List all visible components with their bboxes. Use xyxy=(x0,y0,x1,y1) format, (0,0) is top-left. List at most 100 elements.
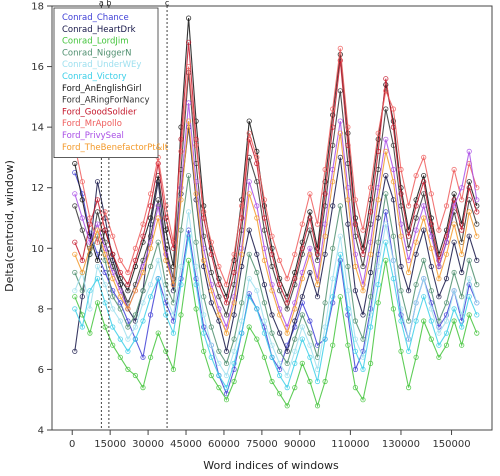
data-point xyxy=(330,342,336,348)
data-point xyxy=(94,197,101,203)
data-point xyxy=(254,203,260,209)
x-tick-label: 60000 xyxy=(208,439,240,450)
data-point xyxy=(413,173,419,179)
data-point xyxy=(307,269,313,276)
data-point xyxy=(269,354,275,360)
data-point xyxy=(170,330,176,336)
data-point xyxy=(94,221,101,227)
data-point xyxy=(352,288,358,294)
data-point xyxy=(360,245,366,251)
data-point xyxy=(231,348,237,354)
data-point xyxy=(314,403,321,409)
x-tick-label: 0 xyxy=(69,439,75,450)
data-point xyxy=(360,336,366,342)
data-point xyxy=(284,330,290,336)
data-point xyxy=(292,348,298,354)
data-point xyxy=(299,294,305,300)
data-point xyxy=(216,263,222,270)
data-point xyxy=(436,263,442,270)
data-point xyxy=(292,251,298,257)
data-point xyxy=(87,288,93,294)
data-point xyxy=(201,294,207,300)
data-point xyxy=(292,384,298,391)
data-point xyxy=(132,288,138,294)
x-tick-label: 75000 xyxy=(246,439,278,450)
data-point xyxy=(186,39,192,45)
data-point xyxy=(383,148,389,154)
vline-label-b: b xyxy=(106,0,111,8)
series-line xyxy=(74,211,478,377)
data-point xyxy=(155,160,161,167)
data-point xyxy=(307,215,313,221)
data-point xyxy=(383,191,389,197)
data-point xyxy=(474,281,480,288)
data-point xyxy=(72,269,78,276)
data-point xyxy=(330,294,336,300)
data-point xyxy=(428,245,434,251)
data-point xyxy=(140,300,146,306)
data-point xyxy=(79,294,85,300)
legend: Conrad_Chance Conrad_HeartDrk Conrad_LordJ… xyxy=(53,7,169,159)
data-point xyxy=(352,348,358,354)
data-point xyxy=(201,312,207,318)
data-point xyxy=(163,227,169,233)
data-point xyxy=(443,342,450,348)
data-point xyxy=(405,203,412,209)
series-Conrad_UnderWEy xyxy=(72,209,480,379)
data-point xyxy=(405,233,412,239)
data-point xyxy=(178,148,184,154)
data-point xyxy=(125,348,131,354)
data-point xyxy=(94,275,101,282)
series-Ford_GoodSoldier xyxy=(72,39,480,306)
data-point xyxy=(125,306,131,312)
data-point xyxy=(322,191,328,197)
data-point xyxy=(474,233,480,239)
data-point xyxy=(299,251,305,257)
data-point xyxy=(284,300,290,306)
data-point xyxy=(352,263,358,270)
data-point xyxy=(383,239,389,245)
legend-entry: Conrad_LordJim xyxy=(62,37,129,47)
data-point xyxy=(261,300,267,306)
data-point xyxy=(170,239,176,245)
data-point xyxy=(208,239,214,245)
data-point xyxy=(79,179,85,185)
data-point xyxy=(413,251,419,257)
data-point xyxy=(79,288,85,294)
y-tick-label: 10 xyxy=(31,244,44,255)
data-point xyxy=(337,57,343,64)
data-point xyxy=(223,330,230,336)
data-point xyxy=(474,257,480,263)
data-point xyxy=(436,318,442,324)
data-point xyxy=(405,288,412,294)
data-point xyxy=(360,312,366,318)
legend-entry: Ford_MrApollo xyxy=(62,119,122,129)
data-point xyxy=(178,312,184,318)
data-point xyxy=(155,197,161,203)
legend-entry: Conrad_HeartDrk xyxy=(62,25,136,35)
data-point xyxy=(186,233,192,239)
data-point xyxy=(193,281,199,288)
data-point xyxy=(474,312,480,318)
data-point xyxy=(421,318,427,324)
data-point xyxy=(148,191,154,197)
data-point xyxy=(398,233,404,239)
data-point xyxy=(231,269,237,276)
data-point xyxy=(110,342,116,348)
data-point xyxy=(292,306,298,312)
data-point xyxy=(140,288,146,294)
data-point xyxy=(345,124,351,130)
data-point xyxy=(276,275,283,282)
data-point xyxy=(421,215,427,221)
y-tick-label: 14 xyxy=(31,123,44,134)
data-point xyxy=(451,203,457,209)
data-point xyxy=(163,312,169,318)
y-tick-label: 6 xyxy=(38,365,44,376)
series-line xyxy=(74,48,478,287)
data-point xyxy=(413,318,419,324)
data-point xyxy=(125,324,131,330)
data-point xyxy=(193,191,199,197)
data-point xyxy=(132,372,138,379)
data-point xyxy=(140,233,146,239)
x-axis-title: Word indices of windows xyxy=(203,459,339,472)
